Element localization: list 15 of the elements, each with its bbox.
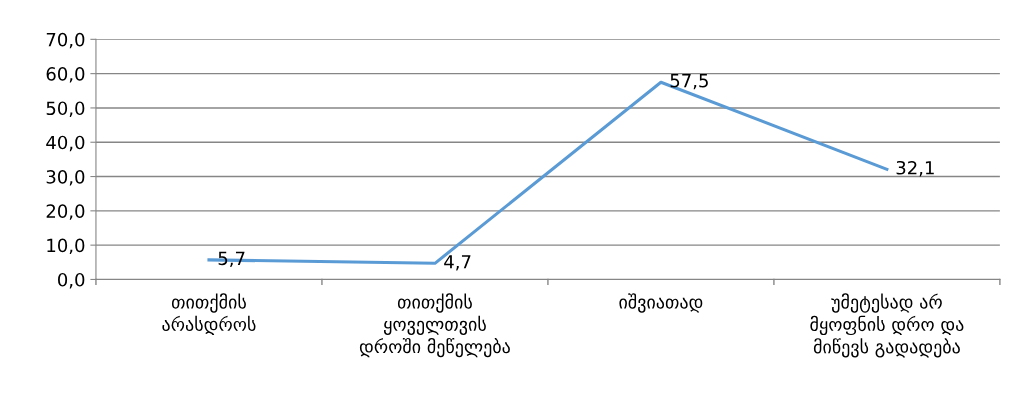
data-label: 57,5 — [670, 74, 708, 90]
data-label: 32,1 — [896, 160, 934, 177]
y-tick-label: 60,0 — [46, 67, 85, 83]
y-tick-label: 50,0 — [46, 101, 85, 117]
y-tick-label: 70,0 — [46, 32, 85, 49]
y-tick-label: 30,0 — [46, 170, 85, 186]
y-tick-label: 10,0 — [47, 238, 85, 255]
y-tick-label: 20,0 — [46, 204, 85, 220]
x-tick-label: თითქმის ყოველთვის დროში მეწელება — [359, 293, 510, 358]
y-tick-label: 40,0 — [46, 135, 85, 152]
y-tick-label: 0,0 — [58, 272, 85, 289]
x-tick-label: თითქმის არასდროს — [162, 293, 256, 335]
x-tick-label: იშვიათად — [619, 293, 703, 313]
x-tick-label: უმეტესად არ მყოფნის დრო და მიწევს გადადება — [810, 293, 964, 358]
data-label: 4,7 — [444, 255, 471, 271]
